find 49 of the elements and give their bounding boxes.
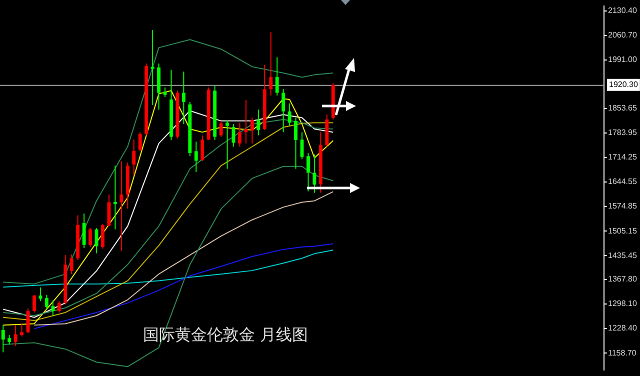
candlestick	[226, 120, 229, 170]
y-tick-label: 1158.70	[608, 348, 637, 358]
y-tick-label: 2130.40	[608, 6, 638, 16]
candlestick	[269, 32, 273, 96]
candlestick	[306, 152, 310, 192]
candlestick	[8, 334, 12, 345]
ref-line-label: 1920.30	[609, 80, 638, 90]
candlestick	[20, 323, 24, 337]
candlestick	[51, 300, 55, 316]
y-tick-label: 1298.10	[608, 299, 638, 308]
candlestick	[1, 324, 5, 353]
candlestick	[312, 154, 316, 194]
y-tick-label: 1367.80	[608, 274, 638, 284]
candlestick	[244, 100, 248, 144]
y-tick-label: 1783.95	[608, 128, 638, 138]
candlestick	[194, 141, 198, 172]
y-tick-label: 1644.55	[608, 177, 638, 186]
candlestick	[150, 30, 154, 106]
y-tick-label: 1853.65	[608, 104, 638, 113]
candlestick	[88, 227, 92, 248]
candlestick	[238, 122, 242, 148]
candlestick	[275, 56, 279, 96]
candlestick	[256, 109, 260, 136]
candlestick	[250, 117, 254, 144]
candlestick	[219, 120, 223, 138]
candlestick	[32, 294, 36, 313]
candlestick	[132, 139, 136, 176]
candlestick	[294, 117, 298, 170]
y-tick-label: 1991.00	[608, 55, 638, 64]
candlestick	[200, 134, 204, 162]
y-tick-label: 1435.45	[608, 250, 638, 260]
y-tick-label: 1714.25	[608, 152, 638, 162]
candlestick	[138, 132, 142, 152]
candlestick	[282, 88, 286, 133]
candlestick	[44, 294, 48, 310]
candlestick	[70, 254, 74, 275]
candlestick	[182, 71, 186, 125]
candlestick	[113, 165, 117, 230]
candlestick	[120, 160, 124, 252]
y-tick-label: 2060.70	[608, 30, 638, 40]
y-tick-label: 1228.40	[608, 324, 638, 333]
candlestick	[14, 324, 18, 346]
candlestick	[101, 224, 104, 250]
y-tick-label: 1505.15	[608, 226, 638, 236]
candlestick	[288, 102, 292, 126]
y-tick-label: 1574.85	[608, 202, 638, 211]
candlestick	[163, 86, 167, 98]
candlestick	[82, 213, 86, 249]
candlestick	[57, 300, 61, 313]
